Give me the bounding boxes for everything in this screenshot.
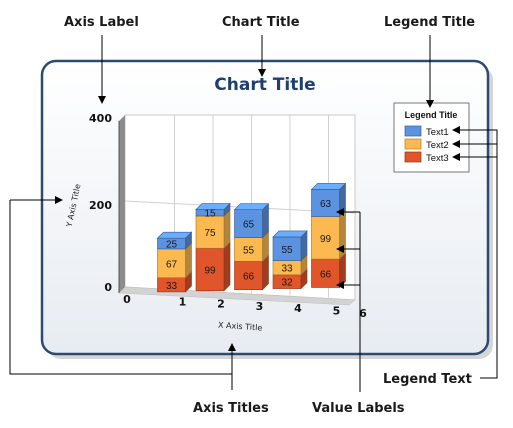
bar — [311, 258, 340, 288]
bar-side — [223, 241, 231, 292]
bar-side — [223, 209, 231, 249]
annotation-callouts: Axis Label Chart Title Legend Title Axis… — [9, 15, 498, 416]
bar-segment: 32 — [272, 268, 308, 290]
callout-value-labels: Value Labels — [312, 401, 405, 416]
bar — [195, 215, 225, 249]
callout-legend-title: Legend Title — [384, 15, 475, 30]
value-label: 99 — [320, 234, 332, 245]
bar — [195, 247, 225, 292]
value-label: 55 — [281, 245, 293, 256]
value-label: 33 — [166, 281, 178, 292]
value-label: 99 — [204, 266, 216, 277]
value-label: 33 — [281, 264, 293, 275]
bar-segment: 99 — [195, 241, 231, 292]
bar-segment: 55 — [234, 230, 269, 263]
bar — [311, 216, 340, 260]
x-tick-label: 4 — [294, 302, 302, 315]
bar-segment: 33 — [272, 253, 308, 276]
value-label: 67 — [166, 259, 178, 270]
bar-top — [310, 183, 347, 190]
bar-segment: 99 — [311, 209, 346, 260]
value-label: 66 — [320, 269, 332, 280]
legend-swatch-text2 — [404, 138, 422, 150]
callout-axis-titles: Axis Titles — [193, 401, 269, 416]
y-tick-label: 200 — [89, 199, 112, 212]
bar — [311, 189, 340, 217]
callout-line — [9, 200, 232, 375]
bar-segment: 75 — [195, 209, 231, 249]
bar-top — [195, 203, 231, 210]
bar — [234, 209, 263, 238]
bar-segment: 65 — [233, 202, 270, 239]
legend-item-text2: Text2 — [426, 140, 449, 151]
value-label: 75 — [204, 228, 216, 239]
x-tick-labels: 0 1 2 3 4 5 6 — [123, 293, 367, 320]
x-tick-label: 0 — [123, 293, 131, 306]
value-label: 55 — [243, 245, 255, 256]
y-tick-label: 400 — [89, 112, 112, 125]
callout-axis-label: Axis Label — [64, 15, 139, 30]
value-label: 32 — [281, 278, 293, 289]
callout-legend-text: Legend Text — [383, 372, 472, 387]
value-label: 65 — [243, 220, 255, 231]
bar-segment: 66 — [311, 252, 346, 289]
legend-swatch-text1 — [404, 125, 422, 137]
x-tick-label: 2 — [217, 298, 225, 311]
bar — [234, 261, 263, 290]
x-tick-label: 6 — [359, 307, 367, 320]
chart-title: Chart Title — [214, 75, 315, 95]
legend: Legend Title Text1 Text2 Text3 — [393, 102, 470, 173]
bar-side — [339, 209, 346, 260]
x-axis-title: X Axis Title — [218, 320, 263, 332]
legend-item-text1: Text1 — [426, 127, 449, 138]
legend-swatch-text3 — [404, 151, 422, 163]
x-tick-label: 1 — [179, 295, 187, 308]
callout-chart-title: Chart Title — [222, 15, 300, 30]
y-tick-label: 0 — [104, 281, 112, 294]
bar-segment: 66 — [234, 254, 269, 291]
bar-segment: 55 — [272, 230, 308, 262]
legend-item-text3: Text3 — [426, 153, 449, 164]
value-label: 15 — [204, 209, 216, 220]
legend-title: Legend Title — [405, 110, 458, 120]
x-tick-label: 5 — [333, 305, 341, 318]
value-label: 63 — [320, 199, 332, 210]
bar-top — [272, 230, 308, 238]
bar-top — [156, 231, 193, 239]
bar-top — [233, 203, 270, 211]
x-tick-label: 3 — [256, 300, 264, 313]
value-label: 25 — [166, 240, 178, 251]
value-label: 66 — [243, 271, 255, 282]
bar-segment: 25 — [156, 231, 193, 251]
side-wall — [119, 115, 125, 293]
bar-segment: 15 — [195, 202, 231, 220]
